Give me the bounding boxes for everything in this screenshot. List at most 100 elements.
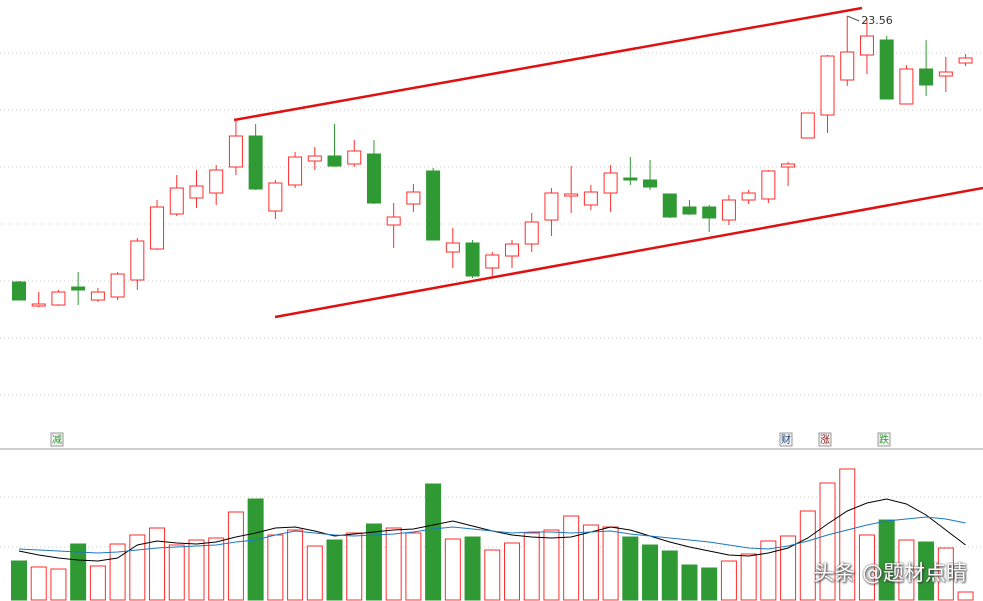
volume-bar <box>149 527 166 601</box>
event-marker-box <box>877 432 891 447</box>
candle-body <box>919 68 934 86</box>
volume-bar <box>464 536 481 601</box>
volume-bar <box>602 526 619 601</box>
volume-bar <box>563 515 580 601</box>
event-marker-box <box>818 432 832 447</box>
volume-bar <box>661 550 678 601</box>
candle-body <box>327 155 342 167</box>
volume-bar <box>109 543 126 601</box>
volume-bar <box>918 541 935 601</box>
candle-body <box>366 153 381 204</box>
volume-bar <box>89 565 106 601</box>
candle-body <box>682 206 697 215</box>
volume-bar <box>50 568 67 601</box>
volume-bar <box>326 539 343 601</box>
channel-line <box>274 186 983 319</box>
volume-bar <box>543 529 560 601</box>
candle-body <box>781 163 796 168</box>
channel-line <box>233 6 863 122</box>
volume-bar <box>681 564 698 601</box>
volume-bar <box>582 524 599 601</box>
candle-body <box>406 191 421 205</box>
volume-bar <box>819 482 836 601</box>
volume-bar <box>720 560 737 601</box>
volume-bar <box>365 523 382 601</box>
volume-bar <box>168 544 185 601</box>
volume-bar <box>484 549 501 601</box>
candle-body <box>386 216 401 226</box>
candle-body <box>51 291 66 306</box>
candle-body <box>307 155 322 162</box>
volume-bar <box>523 532 540 601</box>
candle-body <box>228 135 243 168</box>
volume-bar <box>957 591 974 601</box>
candle-body <box>90 291 105 301</box>
volume-bar <box>11 560 27 601</box>
event-marker: 财 <box>781 433 791 446</box>
candle-body <box>248 135 263 190</box>
candle-body <box>820 55 835 116</box>
grid <box>0 52 983 548</box>
candle-body <box>485 254 500 269</box>
volume-bar <box>937 547 954 601</box>
candle-body <box>465 242 480 277</box>
candle-body <box>110 273 125 298</box>
event-marker: 减 <box>52 434 62 446</box>
candle-body <box>12 281 26 301</box>
candle-body <box>879 39 894 100</box>
volume-bar <box>780 535 797 601</box>
candle-body <box>268 182 283 212</box>
volume-bar <box>227 511 244 601</box>
candle-body <box>741 192 756 201</box>
volume-bar <box>444 538 461 601</box>
candle-body <box>958 57 973 64</box>
candle-body <box>603 172 618 194</box>
volume-ma-line <box>18 516 966 554</box>
candle-body <box>445 242 460 253</box>
candle-body <box>583 191 598 206</box>
volume-bar <box>858 534 875 601</box>
candle-body <box>524 221 539 245</box>
candle-body <box>169 187 184 215</box>
volume-bar <box>701 567 718 601</box>
candle-body <box>71 286 86 291</box>
volume-bar <box>504 542 520 601</box>
candle-body <box>31 303 46 307</box>
candle-body <box>130 240 145 281</box>
event-marker-box <box>50 432 64 447</box>
candle-body <box>347 150 362 165</box>
candle-body <box>189 185 204 199</box>
candle-body <box>721 199 736 221</box>
volume-bar <box>405 532 422 601</box>
volume-bar <box>287 529 304 601</box>
volume-bar <box>188 539 205 601</box>
event-marker-box <box>779 432 793 447</box>
candle-body <box>288 156 303 186</box>
volume-bar <box>878 519 895 601</box>
volume-bar <box>799 510 816 601</box>
candle-body <box>150 206 165 250</box>
event-marker: 跌 <box>879 433 889 446</box>
volume-bar <box>70 543 87 601</box>
candle-body <box>544 192 559 221</box>
volume-bar <box>760 540 777 601</box>
candle-body <box>505 243 519 257</box>
volume-bar <box>425 483 442 601</box>
candle-body <box>761 170 776 200</box>
candle-body <box>623 177 638 181</box>
watermark: 头条 @题材点睛 <box>813 561 967 585</box>
volume-bar <box>267 534 284 601</box>
candle-body <box>209 169 224 194</box>
candle-body <box>426 170 441 241</box>
volume-bar <box>839 468 856 601</box>
candle-body <box>800 112 815 139</box>
volume-bar <box>247 498 264 601</box>
volume-bar <box>898 539 915 601</box>
candle-body <box>643 179 658 188</box>
candle-body <box>859 35 874 56</box>
candle-body <box>938 71 953 77</box>
volume-bar <box>622 536 639 601</box>
candle-body <box>564 193 579 197</box>
candle-body <box>702 206 717 219</box>
